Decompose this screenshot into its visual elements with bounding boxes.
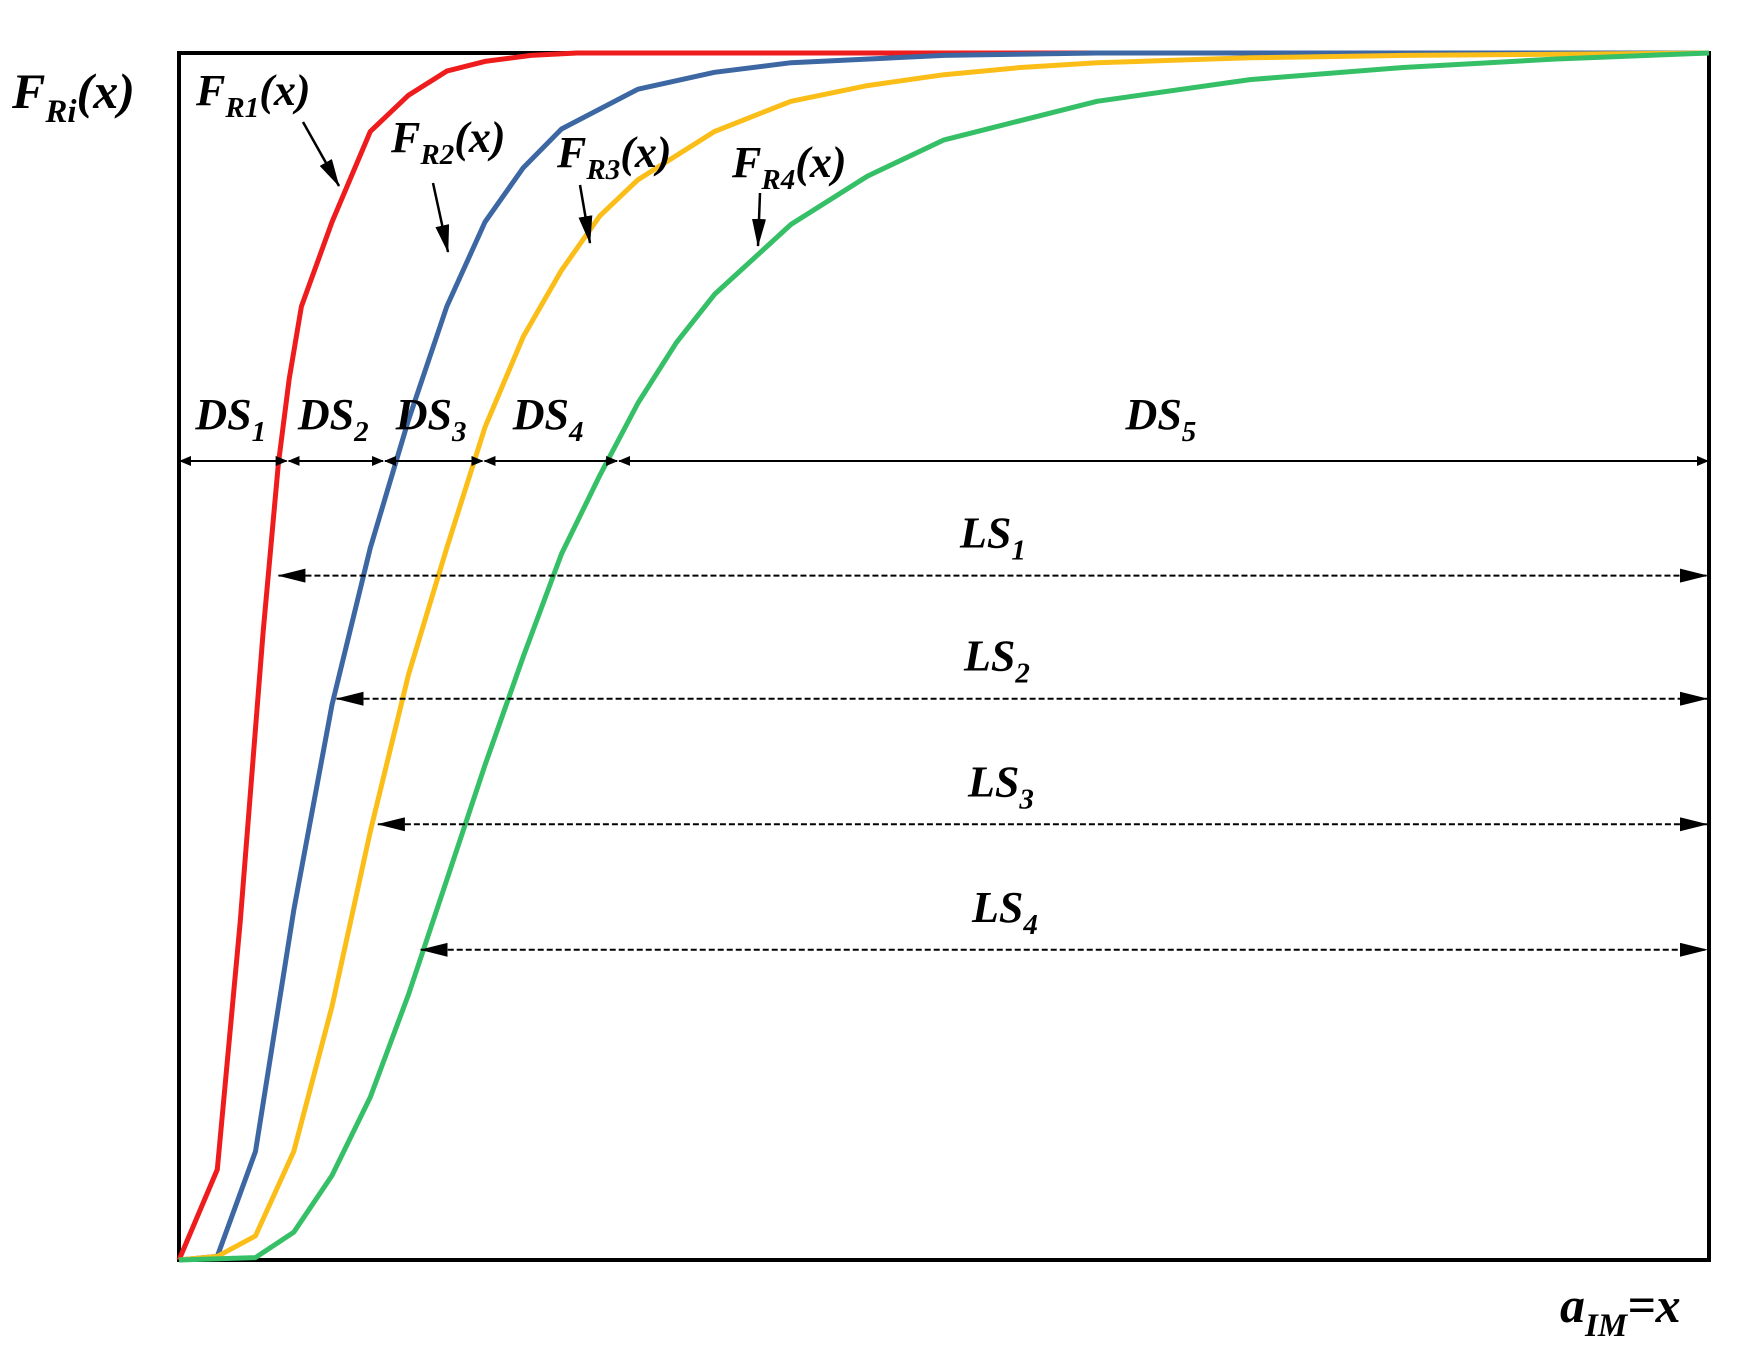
curve-label-r4: FR4(x) <box>731 138 847 196</box>
curve-pointer-r3 <box>578 184 593 244</box>
curve-r3 <box>178 50 1710 1263</box>
ds-label-5: DS5 <box>1125 390 1197 448</box>
fragility-curves <box>176 50 1710 1263</box>
curve-label-r2: FR2(x) <box>390 113 506 171</box>
curve-r1 <box>176 50 1709 1261</box>
curve-labels: FR1(x) FR2(x) FR3(x) FR4(x) <box>195 66 847 253</box>
curve-label-r3: FR3(x) <box>556 128 672 186</box>
curve-pointer-r4 <box>752 192 767 247</box>
plot-frame <box>177 51 1711 1262</box>
curve-r2 <box>178 50 1709 1263</box>
ls-label-2: LS2 <box>963 632 1030 690</box>
ds-label-2: DS2 <box>297 390 369 448</box>
y-axis-label: FRi(x) <box>11 63 135 130</box>
ls-label-3: LS3 <box>967 757 1034 815</box>
ds-label-3: DS3 <box>395 390 467 448</box>
ds-label-1: DS1 <box>194 390 266 448</box>
curve-r4 <box>178 50 1710 1263</box>
curve-pointer-r2 <box>431 182 450 253</box>
x-axis-label: aIM=x <box>1560 1277 1681 1344</box>
curve-pointer-r1 <box>301 121 341 187</box>
ls-label-4: LS4 <box>971 883 1038 941</box>
ds-label-4: DS4 <box>512 390 584 448</box>
curve-label-r1: FR1(x) <box>195 66 311 124</box>
damage-state-ranges: DS1 DS2 DS3 DS4 DS5 <box>179 390 1709 466</box>
ls-label-1: LS1 <box>959 509 1026 567</box>
limit-state-ranges: LS1 LS2 LS3 LS4 <box>277 509 1708 957</box>
